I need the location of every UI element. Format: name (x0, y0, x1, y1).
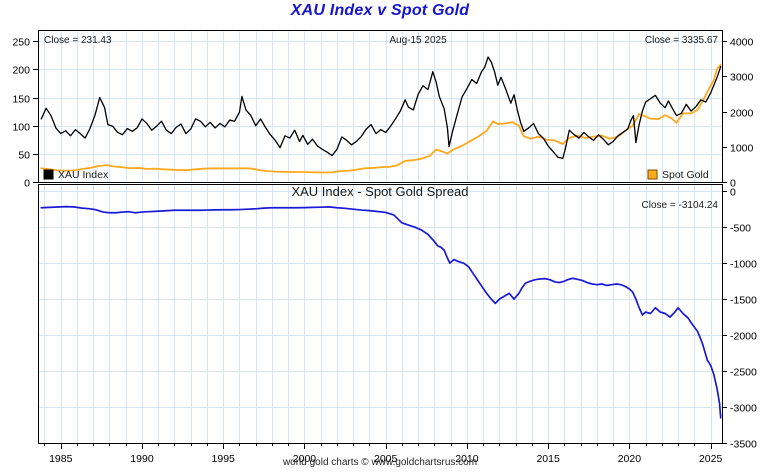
ytick-label-left-upper: 100 (12, 122, 30, 134)
xtick-label: 1995 (212, 453, 236, 465)
ytick-label-right-upper: 2000 (730, 108, 754, 120)
xtick-label: 2015 (536, 453, 560, 465)
ytick-label-right-lower: -1500 (730, 295, 757, 307)
ytick-label-left-upper: 200 (12, 65, 30, 77)
ytick-label-right-upper: 0 (730, 178, 736, 190)
legend-label-spot-gold: Spot Gold (662, 169, 709, 181)
lower-close-label: Close = -3104.24 (642, 200, 719, 211)
xtick-label: 2020 (618, 453, 642, 465)
ytick-label-right-lower: -3000 (730, 403, 757, 415)
xtick-label: 2005 (374, 453, 398, 465)
lower-panel-title: XAU Index - Spot Gold Spread (291, 184, 468, 199)
ytick-label-right-upper: 4000 (730, 37, 754, 49)
xtick-label: 2010 (455, 453, 479, 465)
ytick-label-left-upper: 50 (18, 150, 30, 162)
series-line-spread (40, 205, 722, 419)
legend-swatch-spot-gold (647, 169, 658, 180)
page-title: XAU Index v Spot Gold (290, 2, 470, 19)
panel-frames-layer (37, 29, 724, 445)
ytick-label-left-upper: 250 (12, 37, 30, 49)
series-line-spot-gold (40, 63, 722, 174)
series-layer (40, 56, 722, 419)
lower-panel-frame (37, 183, 724, 445)
ytick-label-right-lower: -2500 (730, 367, 757, 379)
chart-date-label: Aug-15 2025 (389, 35, 447, 46)
upper-close-left-label: Close = 231.43 (44, 35, 112, 46)
ytick-label-right-lower: 0 (730, 187, 736, 199)
upper-panel-frame (37, 29, 724, 184)
axis-text-layer: 0 50 100 150 200 250 0 1000 2000 3000 4000 0 -500 -10… (12, 35, 757, 465)
xtick-label: 1990 (130, 453, 154, 465)
ytick-label-left-upper: 150 (12, 94, 30, 106)
ytick-label-right-lower: -500 (730, 223, 751, 235)
upper-close-right-label: Close = 3335.67 (645, 35, 719, 46)
ytick-label-left-upper: 0 (24, 178, 30, 190)
xtick-label: 2025 (699, 453, 723, 465)
legend-label-xau-index: XAU Index (58, 169, 109, 181)
series-line-xau-index (40, 56, 722, 160)
xtick-label: 2000 (293, 453, 317, 465)
ytick-label-right-upper: 1000 (730, 143, 754, 155)
ytick-label-right-lower: -2000 (730, 331, 757, 343)
footer-credit: world gold charts © www.goldchartsrus.co… (282, 457, 478, 468)
ytick-label-right-lower: -1000 (730, 259, 757, 271)
ytick-label-right-upper: 3000 (730, 72, 754, 84)
ticks-layer (33, 40, 727, 449)
gridlines-layer (38, 30, 722, 443)
ytick-label-right-lower: -3500 (730, 439, 757, 451)
xtick-label: 1985 (49, 453, 73, 465)
legend-swatch-xau-index (43, 169, 54, 180)
